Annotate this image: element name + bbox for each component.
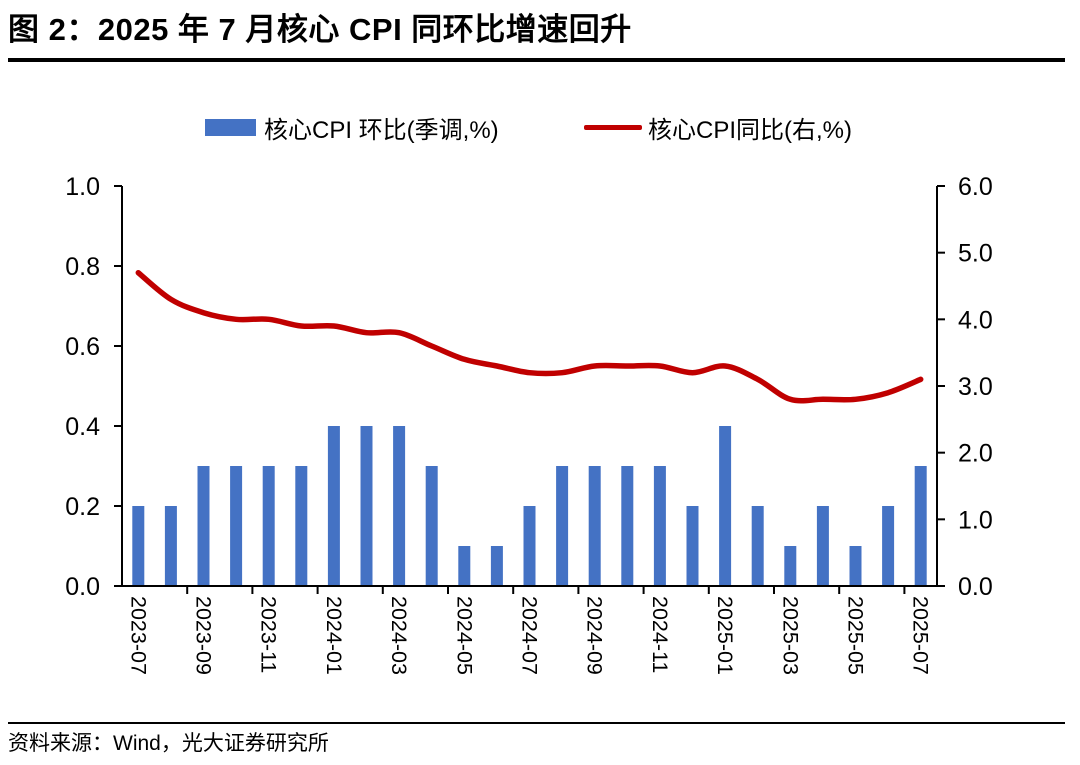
bar-2024-01 — [327, 426, 340, 586]
cpi-combo-chart: 0.0 0.2 0.4 0.6 0.8 1.0 0.0 1.0 2.0 3.0 4.0 5.0 6.0 2… — [65, 173, 993, 675]
bar-2023-11 — [262, 466, 275, 586]
bar-series-label: 核心CPI 环比(季调,%) — [264, 116, 499, 144]
yoy-line — [135, 269, 924, 404]
x-axis-labels: 2023-07 2023-09 2023-11 2024-01 2024-03 2024-… — [126, 596, 932, 675]
x-tick-label: 2023-07 — [126, 596, 150, 675]
title-underline — [8, 58, 1065, 62]
x-tick-label: 2024-01 — [322, 596, 346, 675]
bar-2024-08 — [556, 466, 569, 586]
bar-2023-12 — [295, 466, 308, 586]
legend-item-mom-bars: 核心CPI 环比(季调,%) — [205, 112, 499, 144]
bar-2024-09 — [588, 466, 601, 586]
x-tick-label: 2023-11 — [257, 596, 281, 673]
footer-divider — [8, 722, 1065, 724]
x-tick-label: 2024-07 — [518, 596, 542, 675]
x-tick-label: 2025-01 — [713, 596, 737, 675]
line-series-label: 核心CPI同比(右,%) — [648, 116, 852, 144]
bar-2024-04 — [425, 466, 438, 586]
x-tick-label: 2024-09 — [583, 596, 607, 675]
right-tick-label: 1.0 — [958, 506, 993, 534]
bar-2024-06 — [490, 546, 503, 586]
source-note: 资料来源：Wind，光大证券研究所 — [8, 732, 329, 755]
right-tick-label: 3.0 — [958, 373, 993, 401]
left-tick-label: 0.6 — [65, 333, 100, 361]
line-series-swatch — [584, 124, 642, 130]
right-tick-label: 0.0 — [958, 573, 993, 601]
legend-item-yoy-line: 核心CPI同比(右,%) — [584, 112, 852, 144]
bar-2025-05 — [849, 546, 862, 586]
left-tick-label: 0.0 — [65, 573, 100, 601]
left-axis-ticks: 0.0 0.2 0.4 0.6 0.8 1.0 — [65, 173, 122, 601]
chart-title: 图 2：2025 年 7 月核心 CPI 同环比增速回升 — [8, 12, 632, 47]
right-tick-label: 5.0 — [958, 240, 993, 268]
bar-2025-04 — [816, 506, 829, 586]
left-tick-label: 0.8 — [65, 253, 100, 281]
bar-series-swatch — [205, 118, 256, 136]
x-tick-label: 2024-11 — [648, 596, 672, 673]
bar-2025-01 — [719, 426, 732, 586]
x-tick-label: 2025-03 — [778, 596, 802, 675]
right-tick-label: 6.0 — [958, 173, 993, 201]
line-series — [135, 269, 924, 404]
right-tick-label: 2.0 — [958, 440, 993, 468]
x-tick-label: 2023-09 — [192, 596, 216, 675]
x-tick-label: 2024-05 — [452, 596, 476, 675]
bar-2025-07 — [914, 466, 927, 586]
bar-2024-05 — [458, 546, 471, 586]
bar-series — [132, 426, 927, 586]
left-tick-label: 0.2 — [65, 493, 100, 521]
bar-2025-03 — [784, 546, 797, 586]
bar-2024-11 — [653, 466, 666, 586]
bar-2025-02 — [751, 506, 764, 586]
right-tick-label: 4.0 — [958, 306, 993, 334]
left-tick-label: 0.4 — [65, 413, 100, 441]
x-tick-label: 2025-07 — [909, 596, 933, 675]
bar-2024-03 — [393, 426, 406, 586]
left-tick-label: 1.0 — [65, 173, 100, 201]
bar-2023-09 — [197, 466, 210, 586]
x-tick-label: 2024-03 — [387, 596, 411, 675]
bar-2025-06 — [882, 506, 895, 586]
chart-legend: 核心CPI 环比(季调,%) 核心CPI同比(右,%) — [0, 112, 1080, 144]
bar-2023-10 — [230, 466, 243, 586]
x-tick-label: 2025-05 — [844, 596, 868, 675]
bar-2023-08 — [164, 506, 177, 586]
bar-2023-07 — [132, 506, 145, 586]
bar-2024-12 — [686, 506, 699, 586]
bar-2024-07 — [523, 506, 536, 586]
bar-2024-02 — [360, 426, 373, 586]
x-axis-ticks — [186, 586, 906, 594]
bar-2024-10 — [621, 466, 634, 586]
right-axis-ticks: 0.0 1.0 2.0 3.0 4.0 5.0 6.0 — [937, 173, 993, 601]
